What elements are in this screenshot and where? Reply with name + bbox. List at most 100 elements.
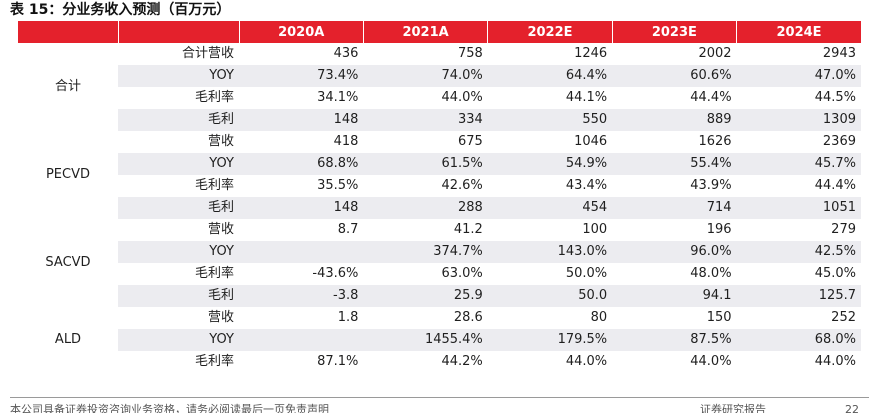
value-cell: 288 [363,197,488,219]
table-row: 毛利 148 334 550 889 1309 [18,109,861,131]
value-cell: 44.0% [690,354,732,369]
value-cell: 35.5% [317,178,359,193]
metric-label: 毛利 [118,285,239,307]
value-cell: 96.0% [612,241,737,263]
metric-label: 毛利率 [194,90,234,105]
value-cell: 68.0% [736,329,861,351]
value-cell: 43.9% [690,178,732,193]
value-cell: 758 [457,46,483,61]
value-cell: 50.0 [487,285,613,307]
value-cell: 148 [239,197,364,219]
metric-label: 营收 [207,310,234,325]
value-cell: 436 [333,46,359,61]
metric-label: 毛利 [118,197,239,219]
table-row: SACVD 营收 8.7 41.2 100 196 279 [18,219,861,307]
value-cell: 43.4% [565,178,608,193]
table-row: YOY 374.7% 143.0% 96.0% 42.5% [18,241,861,263]
value-cell: 61.5% [363,153,488,175]
value-cell [239,329,364,351]
header-cell-metric [117,21,239,43]
footer-disclaimer: 本公司具备证券投资咨询业务资格，请务必阅读最后一页免责声明 [10,403,329,413]
value-cell: 45.7% [736,153,861,175]
metric-label: 营收 [207,222,234,237]
value-cell: 44.2% [441,354,483,369]
value-cell: 44.1% [565,90,608,105]
table-row: 毛利率 -43.6% 63.0% 50.0% 48.0% 45.0% [18,263,861,285]
footer-page-number: 22 [845,403,859,413]
value-cell: 374.7% [363,241,488,263]
metric-label: YOY [118,241,239,263]
value-cell: 44.0% [441,90,483,105]
footer-report-type: 证券研究报告 [700,403,766,413]
value-cell: 73.4% [239,65,364,87]
footer-divider [10,397,869,398]
value-cell: 45.0% [814,266,856,281]
metric-label: 合计营收 [181,46,234,61]
value-cell: 80 [590,310,608,325]
group-label: ALD [18,307,118,373]
table-row: YOY 68.8% 61.5% 54.9% 55.4% 45.7% [18,153,861,175]
metric-label: YOY [118,153,239,175]
value-cell: 55.4% [612,153,737,175]
metric-label: 毛利率 [194,266,234,281]
value-cell: 1246 [574,46,608,61]
metric-label: YOY [118,65,239,87]
value-cell: 44.0% [565,354,608,369]
header-cell-group [18,21,118,43]
header-cell-2022e: 2022E [487,21,613,43]
value-cell: 28.6 [453,310,483,325]
group-label: SACVD [18,219,118,307]
value-cell: 68.8% [239,153,364,175]
header-cell-2023e: 2023E [611,21,737,43]
table-row: 毛利率 35.5% 42.6% 43.4% 43.9% 44.4% [18,175,861,197]
table-title: 表 15：分业务收入预测（百万元） [10,2,231,18]
value-cell: 94.1 [612,285,737,307]
value-cell: 42.6% [441,178,483,193]
value-cell: 418 [333,134,359,149]
value-cell: 889 [612,109,737,131]
value-cell: 454 [487,197,613,219]
table-row: YOY 73.4% 74.0% 64.4% 60.6% 47.0% [18,65,861,87]
value-cell: 550 [487,109,613,131]
value-cell: 150 [706,310,732,325]
table-row: PECVD 营收 418 675 1046 1626 2369 [18,131,861,219]
value-cell: 50.0% [565,266,608,281]
table-header-row: 2020A 2021A 2022E 2023E 2024E [18,21,861,43]
value-cell: 148 [239,109,364,131]
value-cell: 44.0% [814,354,856,369]
value-cell: 675 [457,134,483,149]
value-cell: 179.5% [487,329,613,351]
value-cell: 8.7 [337,222,359,237]
value-cell: -43.6% [312,266,359,281]
value-cell: 2002 [698,46,732,61]
value-cell: 34.1% [317,90,359,105]
value-cell: 54.9% [487,153,613,175]
table-row: 合计 合计营收 436 758 1246 2002 2943 [18,43,861,131]
table-row: 毛利率 34.1% 44.0% 44.1% 44.4% 44.5% [18,87,861,109]
value-cell: 1309 [736,109,861,131]
value-cell [239,241,364,263]
value-cell: 48.0% [690,266,732,281]
value-cell: 47.0% [736,65,861,87]
header-cell-2021a: 2021A [362,21,488,43]
value-cell: 87.1% [317,354,359,369]
revenue-forecast-table: 2020A 2021A 2022E 2023E 2024E 合计 合计营收 436 7… [18,21,861,373]
value-cell: -3.8 [239,285,364,307]
metric-label: 毛利 [118,109,239,131]
value-cell: 44.4% [814,178,856,193]
value-cell: 63.0% [441,266,483,281]
value-cell: 44.4% [690,90,732,105]
group-label: 合计 [18,43,118,131]
metric-label: 毛利率 [194,178,234,193]
value-cell: 100 [582,222,608,237]
value-cell: 74.0% [363,65,488,87]
value-cell: 334 [363,109,488,131]
table-row: YOY 1455.4% 179.5% 87.5% 68.0% [18,329,861,351]
value-cell: 44.5% [814,90,856,105]
table-row: ALD 营收 1.8 28.6 80 150 252 [18,307,861,373]
metric-label: 毛利率 [194,354,234,369]
value-cell: 25.9 [363,285,488,307]
table-row: 毛利 148 288 454 714 1051 [18,197,861,219]
value-cell: 1051 [736,197,861,219]
value-cell: 87.5% [612,329,737,351]
